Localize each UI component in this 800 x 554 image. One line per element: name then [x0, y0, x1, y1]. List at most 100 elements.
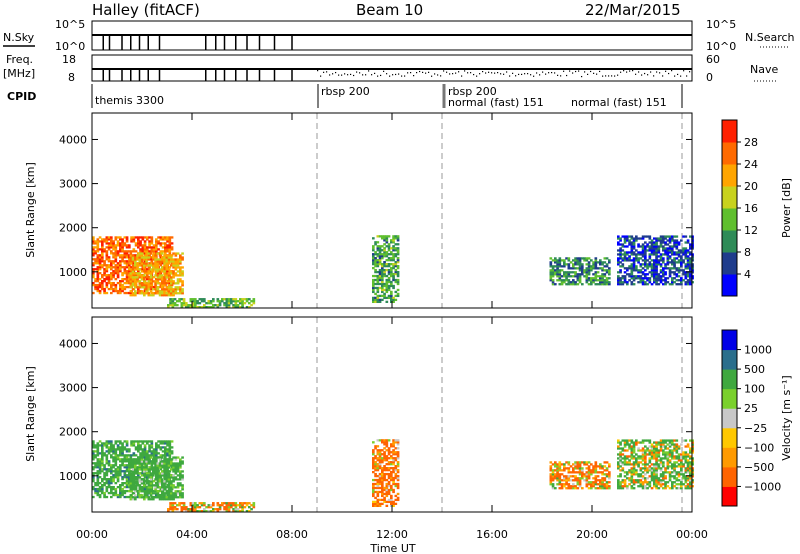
power-echo-cell	[96, 240, 100, 243]
power-echo-cell	[650, 265, 654, 268]
power-echo-cell	[576, 263, 580, 266]
power-echo-cell	[372, 288, 375, 292]
velocity-echo-cell	[158, 458, 162, 461]
power-echo-cell	[110, 291, 113, 295]
power-echo-cell	[150, 236, 154, 239]
time-axis-title: Time UT	[369, 542, 415, 554]
power-echo-cell	[152, 246, 156, 249]
power-echo-cell	[170, 246, 174, 249]
velocity-echo-cell	[632, 481, 636, 484]
power-echo-cell	[143, 292, 146, 295]
power-echo-cell	[156, 260, 160, 263]
velocity-echo-cell	[594, 465, 598, 468]
power-echo-cell	[145, 260, 148, 263]
velocity-echo-cell	[563, 477, 566, 480]
power-echo-cell	[594, 279, 598, 282]
power-echo-cell	[131, 258, 135, 261]
power-echo-cell	[119, 256, 122, 259]
power-echo-cell	[587, 279, 591, 282]
velocity-echo-cell	[675, 439, 679, 442]
power-echo-cell	[161, 286, 164, 289]
velocity-echo-cell	[594, 483, 598, 486]
velocity-echo-cell	[675, 449, 679, 452]
power-echo-cell	[664, 253, 667, 256]
power-echo-cell	[668, 255, 672, 258]
power-echo-cell	[644, 253, 647, 256]
velocity-echo-cell	[98, 470, 102, 473]
velocity-echo-cell	[152, 448, 156, 451]
power-echo-cell	[176, 300, 179, 303]
velocity-echo-cell	[121, 493, 124, 497]
velocity-echo-cell	[599, 471, 602, 474]
velocity-echo-cell	[103, 478, 106, 481]
power-echo-cell	[136, 258, 139, 261]
power-xticks	[91, 113, 693, 308]
power-echo-cell	[372, 282, 375, 286]
velocity-echo-cell	[146, 462, 149, 465]
velocity-echo-cell	[594, 467, 598, 470]
power-echo-cell	[385, 284, 389, 288]
velocity-echo-cell	[158, 474, 162, 477]
velocity-echo-cell	[170, 490, 173, 493]
power-echo-cell	[173, 302, 177, 305]
velocity-echo-cell	[644, 449, 647, 452]
power-echo-cell	[176, 286, 180, 289]
power-echo-cell	[655, 243, 658, 246]
velocity-echo-cell	[155, 452, 158, 455]
power-echo-cell	[644, 273, 647, 276]
velocity-echo-cell	[628, 455, 631, 458]
velocity-echo-cell	[96, 487, 100, 491]
velocity-echo-cell	[179, 472, 182, 475]
velocity-echo-cell	[225, 508, 229, 511]
power-echo-cell	[387, 249, 391, 252]
velocity-echo-cell	[657, 459, 661, 462]
power-echo-cell	[655, 257, 658, 260]
velocity-echo-cell	[134, 478, 138, 481]
velocity-echo-cell	[594, 479, 598, 482]
power-echo-cell	[628, 235, 631, 238]
nave-dot	[623, 70, 625, 72]
power-echo-cell	[143, 274, 146, 277]
power-echo-cell	[114, 268, 118, 271]
power-echo-cell	[381, 237, 384, 240]
velocity-echo-cell	[216, 502, 220, 505]
freq-label: Freq.	[6, 53, 33, 66]
power-echo-cell	[140, 256, 144, 259]
power-echo-cell	[563, 265, 566, 268]
velocity-echo-cell	[385, 463, 389, 466]
power-echo-cell	[150, 287, 154, 291]
power-echo-cell	[680, 249, 683, 252]
power-echo-cell	[655, 251, 658, 254]
velocity-echo-cell	[554, 487, 557, 490]
power-echo-cell	[140, 258, 144, 261]
nave-dot	[437, 74, 439, 76]
velocity-echo-cell	[372, 463, 375, 466]
velocity-echo-cell	[128, 485, 131, 489]
power-echo-cell	[673, 281, 676, 284]
power-echo-cell	[632, 251, 636, 254]
power-echo-cell	[96, 250, 100, 253]
velocity-echo-cell	[198, 506, 202, 509]
velocity-echo-cell	[592, 467, 595, 470]
velocity-echo-cell	[689, 451, 692, 454]
power-echo-cell	[119, 244, 122, 247]
velocity-echo-cell	[599, 481, 602, 484]
velocity-echo-cell	[392, 478, 395, 482]
power-echo-cell	[141, 248, 145, 251]
velocity-echo-cell	[107, 468, 111, 471]
velocity-echo-cell	[98, 493, 102, 497]
power-echo-cell	[585, 263, 589, 266]
power-echo-cell	[617, 283, 620, 286]
power-echo-cell	[396, 270, 400, 274]
power-echo-cell	[116, 236, 120, 239]
velocity-echo-cell	[92, 462, 95, 465]
power-echo-cell	[390, 270, 393, 274]
power-echo-cell	[179, 260, 182, 263]
power-echo-cell	[139, 236, 142, 239]
power-echo-cell	[110, 244, 113, 247]
power-echo-cell	[154, 258, 157, 261]
power-echo-cell	[131, 292, 135, 295]
nave-dot	[647, 74, 649, 76]
velocity-echo-cell	[635, 469, 638, 472]
power-echo-cell	[390, 296, 393, 300]
